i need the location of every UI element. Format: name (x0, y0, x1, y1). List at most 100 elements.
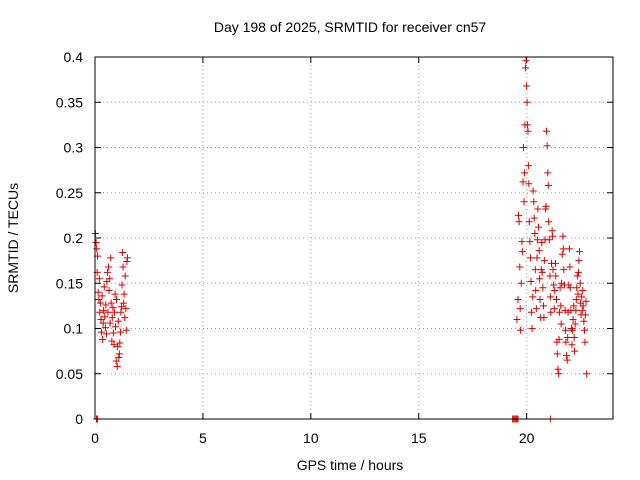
data-point (575, 257, 583, 265)
data-point (581, 338, 589, 346)
data-point (581, 311, 589, 319)
plot-frame (94, 56, 614, 420)
data-point (531, 229, 539, 237)
data-point (546, 293, 554, 301)
data-point (519, 144, 527, 151)
data-point (100, 306, 108, 314)
data-point (538, 268, 546, 276)
x-tick-label: 15 (411, 430, 427, 446)
data-point (120, 290, 128, 298)
data-point (578, 293, 586, 301)
data-point (550, 305, 558, 313)
data-point (518, 238, 526, 246)
data-point (549, 232, 557, 240)
data-point (543, 142, 551, 150)
data-point (107, 254, 115, 262)
data-point (562, 338, 570, 346)
data-point (99, 335, 107, 343)
data-point (579, 286, 587, 294)
data-point (540, 314, 548, 322)
y-tick-label: 0.3 (64, 140, 84, 156)
data-point (109, 329, 117, 337)
data-point (582, 297, 590, 305)
y-tick-label: 0.15 (56, 275, 83, 291)
data-point (116, 339, 124, 347)
data-point (514, 211, 522, 219)
data-point (559, 245, 567, 253)
data-point (545, 218, 553, 226)
data-points (91, 57, 591, 423)
data-point (544, 169, 552, 177)
data-point (102, 301, 110, 309)
data-point (535, 223, 543, 231)
data-point (122, 326, 130, 334)
x-tick-label: 5 (199, 430, 207, 446)
data-point (516, 263, 524, 271)
data-point (545, 236, 553, 244)
data-point (574, 290, 582, 298)
data-point (535, 247, 543, 255)
data-point (553, 350, 561, 358)
data-point (121, 272, 129, 280)
data-point (544, 182, 552, 190)
data-point (96, 308, 104, 316)
data-point (527, 277, 535, 285)
data-point (571, 320, 579, 328)
data-point (123, 254, 131, 262)
data-point (568, 341, 576, 349)
data-point (102, 330, 110, 338)
data-point (556, 284, 564, 292)
data-point (117, 308, 125, 316)
y-tick-label: 0.4 (64, 49, 84, 65)
data-point (536, 275, 544, 283)
data-point (532, 286, 540, 294)
data-point (118, 281, 126, 289)
y-tick-label: 0 (75, 411, 83, 427)
data-point (106, 319, 114, 327)
data-point (559, 232, 567, 240)
grid-lines (95, 57, 613, 419)
data-point (560, 266, 568, 274)
data-point (576, 248, 584, 256)
data-point (514, 296, 522, 304)
data-point (118, 303, 126, 311)
data-point (555, 335, 563, 343)
data-point (108, 314, 116, 322)
data-point (110, 308, 118, 316)
data-point (519, 178, 527, 186)
data-point (517, 326, 525, 334)
data-point (526, 238, 534, 246)
data-point (518, 248, 526, 256)
y-tick-label: 0.25 (56, 185, 83, 201)
data-point (547, 308, 555, 316)
data-point (581, 326, 589, 334)
data-point (583, 370, 591, 378)
data-point (562, 326, 570, 334)
data-point (551, 259, 559, 267)
data-point (579, 302, 587, 310)
data-point (522, 57, 530, 65)
data-point (114, 343, 122, 351)
data-point (96, 299, 104, 307)
data-point (574, 268, 582, 276)
data-point (520, 198, 528, 206)
data-point (532, 305, 540, 313)
data-point (573, 272, 581, 280)
data-point (578, 306, 586, 314)
data-point (533, 254, 541, 262)
data-point (569, 315, 577, 323)
data-point (112, 323, 120, 331)
data-point (534, 205, 542, 213)
data-point (93, 245, 101, 253)
data-point (533, 236, 541, 244)
data-point (552, 272, 560, 280)
data-point (108, 337, 116, 345)
data-point (568, 326, 576, 334)
data-point (540, 257, 548, 265)
data-point (550, 281, 558, 289)
data-point (524, 127, 532, 135)
tick-labels: 0 0.05 0.1 0.15 0.2 0.25 0.3 0.35 0.4 0 5 10 15 20 (56, 49, 535, 446)
data-point (515, 218, 523, 226)
data-point (570, 302, 578, 310)
